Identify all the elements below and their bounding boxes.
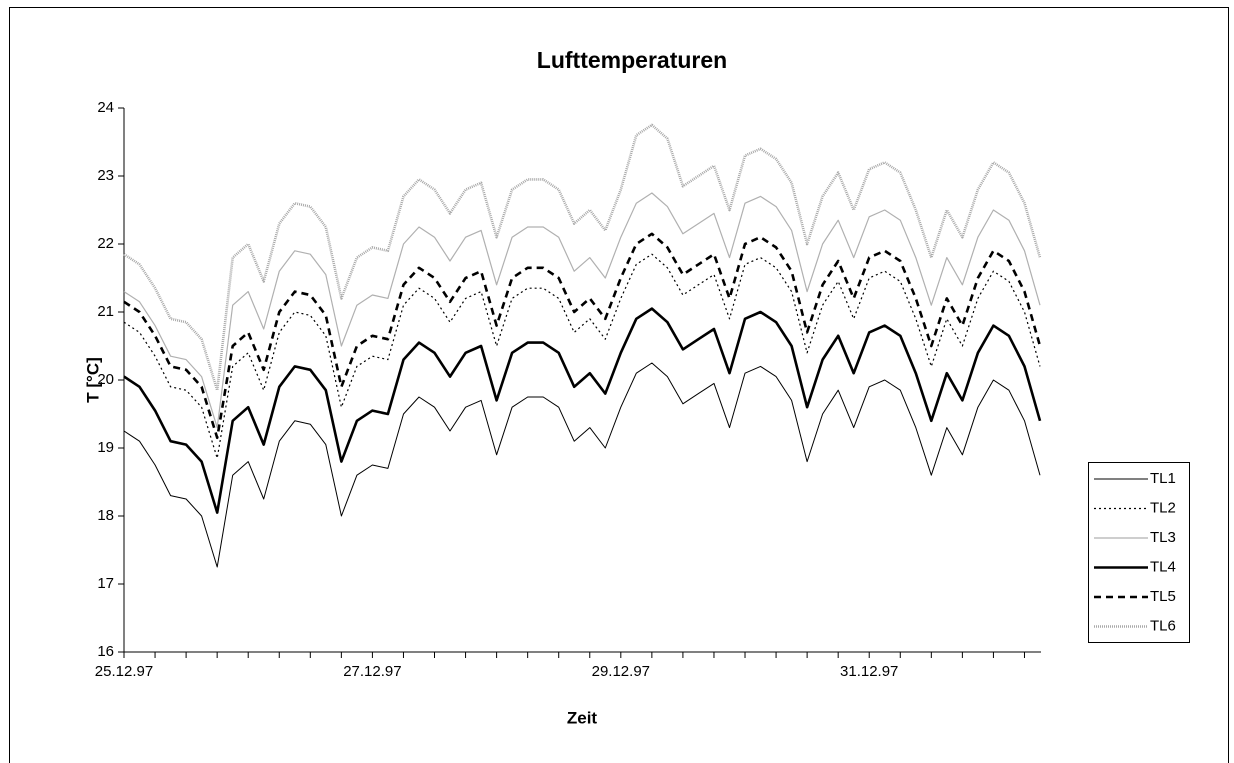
legend-label: TL5: [1150, 588, 1176, 605]
line-series: [123, 307, 1042, 514]
line-series: [123, 192, 1041, 429]
legend-label: TL4: [1150, 558, 1176, 575]
legend-label: TL2: [1150, 499, 1176, 516]
legend-box: [1088, 462, 1190, 643]
legend-label: TL1: [1150, 470, 1176, 487]
y-tick-label: 22: [97, 235, 114, 252]
y-tick-label: 21: [97, 303, 114, 320]
y-tick-label: 24: [97, 99, 114, 116]
y-tick-label: 17: [97, 575, 114, 592]
x-tick-label: 25.12.97: [95, 663, 153, 680]
line-series: [123, 123, 1042, 392]
line-series: [123, 232, 1042, 440]
y-tick-label: 19: [97, 439, 114, 456]
y-tick-label: 16: [97, 643, 114, 660]
chart-frame: [9, 7, 1229, 763]
x-tick-label: 31.12.97: [840, 663, 898, 680]
legend-label: TL6: [1150, 617, 1176, 634]
line-series: [123, 362, 1041, 568]
legend-label: TL3: [1150, 529, 1176, 546]
y-tick-label: 18: [97, 507, 114, 524]
y-tick-label: 23: [97, 167, 114, 184]
x-tick-label: 27.12.97: [343, 663, 401, 680]
y-axis-label: T [°C]: [83, 357, 102, 403]
x-tick-label: 29.12.97: [592, 663, 650, 680]
line-series: [123, 253, 1041, 459]
x-axis-label: Zeit: [567, 708, 598, 727]
y-tick-label: 20: [97, 371, 114, 388]
chart-title: Lufttemperaturen: [537, 47, 727, 73]
